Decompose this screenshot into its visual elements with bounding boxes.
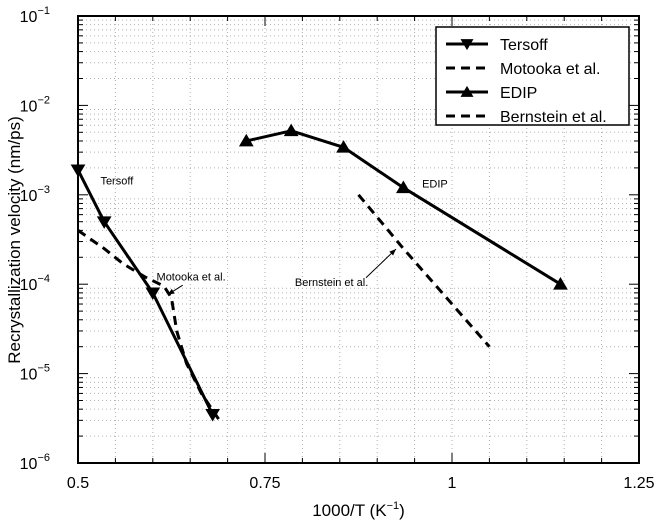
series-line-motooka-et-al xyxy=(77,229,220,420)
series-line-bernstein-et-al xyxy=(357,193,491,348)
legend-marker-edip xyxy=(460,85,474,97)
y-tick-label: 10−4 xyxy=(20,273,50,294)
legend-label-tersoff: Tersoff xyxy=(500,37,548,54)
annotation-arrow-head xyxy=(389,249,396,256)
marker-edip xyxy=(553,277,568,290)
x-axis-title: 1000/T (K−1) xyxy=(312,500,405,520)
annotation-label: Tersoff xyxy=(100,176,134,188)
marker-edip xyxy=(396,180,411,194)
y-tick-label: 10−6 xyxy=(20,452,50,473)
grid xyxy=(78,16,639,463)
y-axis-title: Recrystallization velocity (nm/ps) xyxy=(5,116,24,364)
plot-frame xyxy=(77,15,640,464)
marker-tersoff xyxy=(96,216,112,229)
x-tick-labels: 0.5 0.75 1 1.25 xyxy=(67,475,655,492)
annotation-layer: Tersoff Motooka et al. EDIP Bernstein et al… xyxy=(100,176,448,296)
y-tick-labels: 10−6 10−5 10−4 10−3 10−2 10−1 xyxy=(20,5,50,473)
legend-label-bernstein-et-al: Bernstein et al. xyxy=(500,109,607,126)
x-tick-label: 1 xyxy=(448,475,457,492)
legend-marker-tersoff xyxy=(460,39,474,51)
y-tick-label: 10−1 xyxy=(20,5,50,26)
annotation-label: Bernstein et al. xyxy=(295,277,368,289)
annotation-arrow-line xyxy=(365,248,397,279)
marker-tersoff xyxy=(145,287,161,301)
y-tick-label: 10−3 xyxy=(20,184,50,205)
x-tick-label: 1.25 xyxy=(623,475,654,492)
y-tick-label: 10−2 xyxy=(20,94,50,115)
marker-edip xyxy=(283,123,299,137)
legend-label-edip: EDIP xyxy=(500,85,537,102)
legend-label-motooka-et-al: Motooka et al. xyxy=(500,61,601,78)
marker-edip xyxy=(238,133,254,147)
annotation-label: Motooka et al. xyxy=(157,271,226,283)
x-tick-label: 0.75 xyxy=(249,475,280,492)
legend: Tersoff Motooka et al. EDIP Bernstein et al… xyxy=(435,26,630,126)
y-tick-label: 10−5 xyxy=(20,363,50,384)
x-tick-label: 0.5 xyxy=(67,475,89,492)
annotation-arrow-head xyxy=(167,288,175,295)
marker-edip xyxy=(336,140,351,153)
annotation-label: EDIP xyxy=(422,179,448,191)
tick-marks xyxy=(77,16,640,464)
